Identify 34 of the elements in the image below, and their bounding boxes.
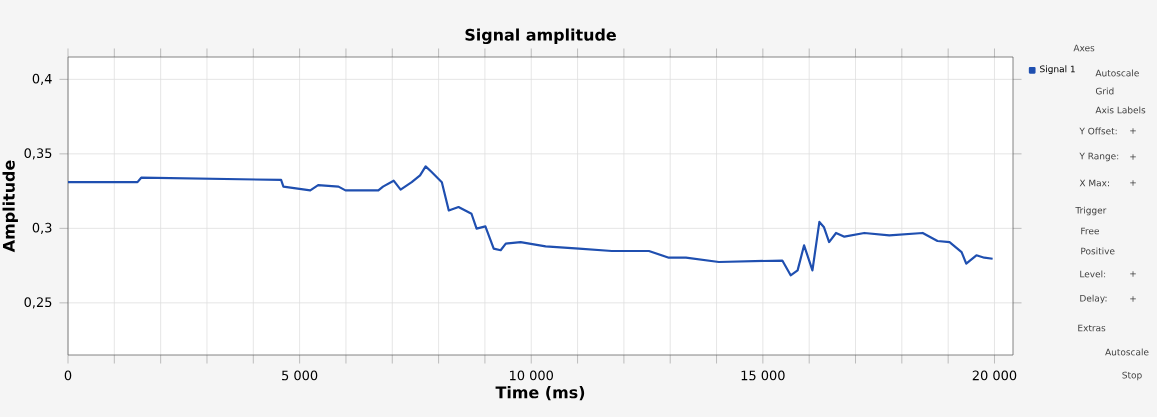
text: Axis Labels: [1095, 106, 1146, 114]
text: +: [1130, 271, 1136, 277]
text: Extras: [1078, 324, 1106, 332]
text: +: [1130, 296, 1136, 302]
x-tick-label: 5 000: [282, 370, 318, 381]
text: +: [1130, 128, 1136, 134]
x-tick-label: 20 000: [972, 370, 1017, 381]
text: Autoscale: [1095, 69, 1139, 77]
legend-label: Signal 1: [1040, 65, 1075, 75]
text: Stop: [1122, 371, 1142, 381]
text: Trigger: [1075, 206, 1107, 216]
text: Y Range:: [1079, 152, 1119, 162]
text: +: [1130, 154, 1136, 160]
text: Y Offset:: [1079, 127, 1117, 135]
x-tick-label: 10 000: [509, 370, 554, 381]
text: X Max:: [1079, 179, 1109, 187]
line-series: [68, 165, 994, 277]
text: Autoscale: [1105, 348, 1149, 356]
text: Free: [1081, 227, 1099, 235]
text: +: [1130, 180, 1136, 186]
text: Positive: [1081, 247, 1115, 255]
x-tick-label: 0: [64, 370, 72, 381]
y-tick-label: 0,4: [32, 73, 52, 85]
text: Level:: [1080, 270, 1106, 278]
y-tick-label: 0,35: [24, 148, 52, 160]
text: Grid: [1095, 87, 1114, 95]
text: Delay:: [1080, 294, 1107, 304]
y-tick-label: 0,25: [24, 297, 52, 309]
text: Axes: [1073, 44, 1095, 52]
chart-title: Signal amplitude: [465, 28, 616, 44]
y-axis-title: Amplitude: [2, 160, 18, 253]
x-axis-title: Time (ms): [495, 386, 585, 401]
x-tick-label: 15 000: [741, 370, 785, 381]
y-tick-label: 0,3: [32, 222, 52, 234]
